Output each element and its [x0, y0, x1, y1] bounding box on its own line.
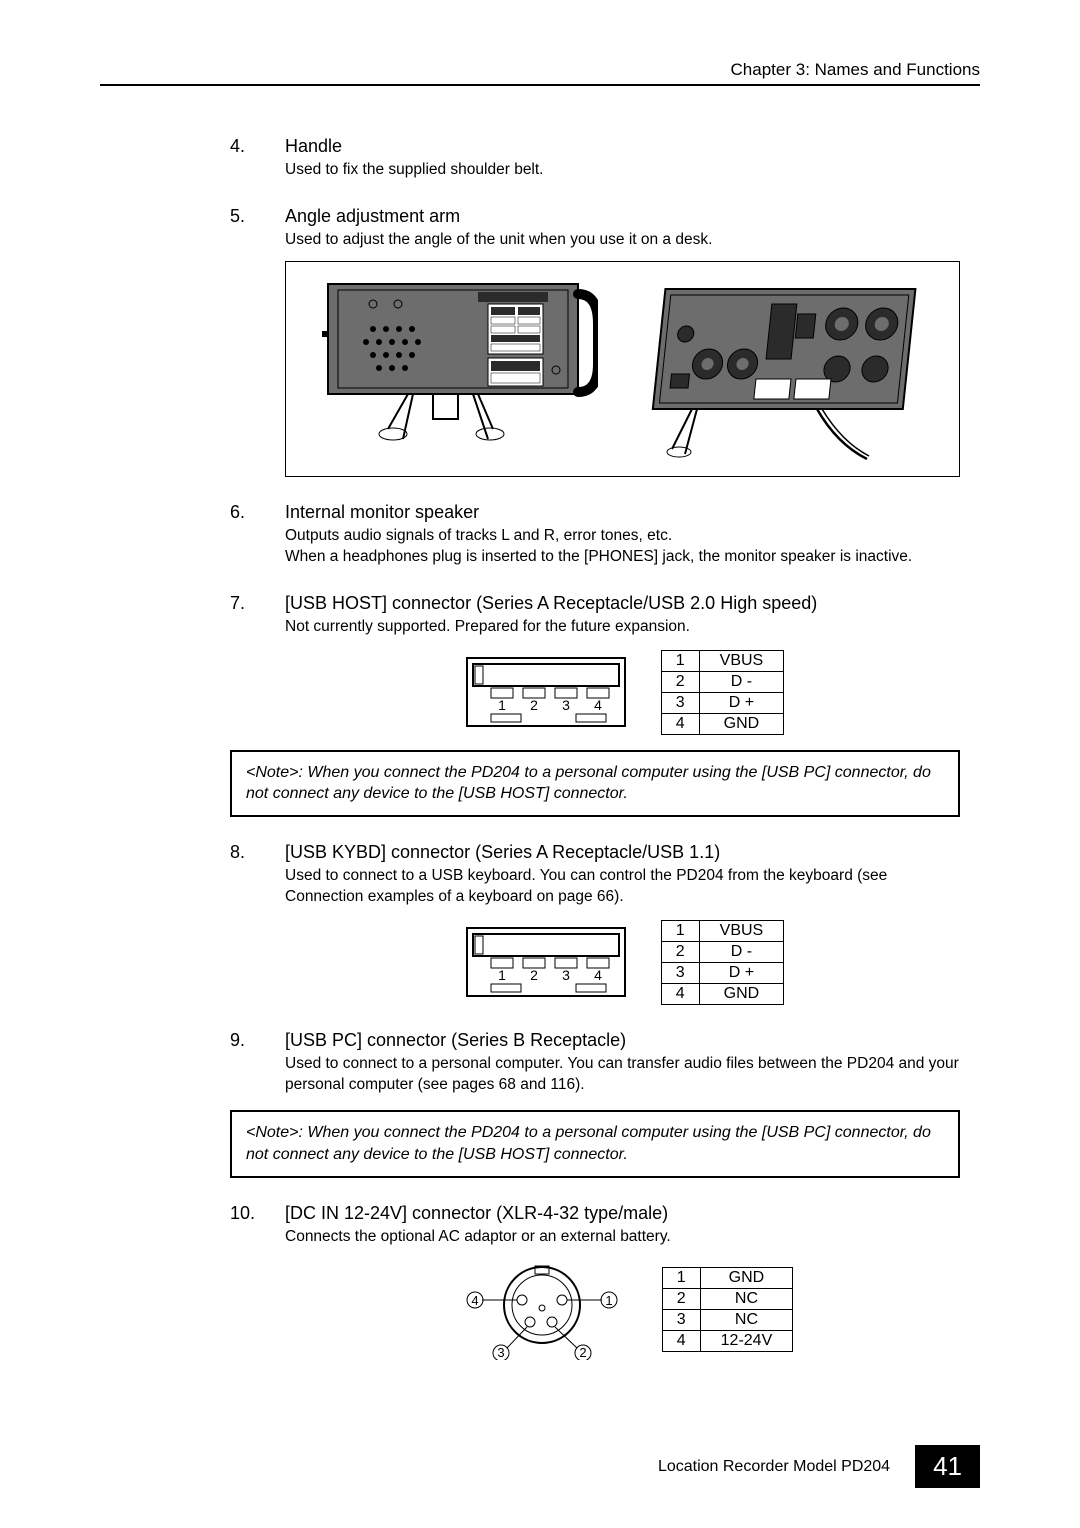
- usb-a-connector-icon: 1 2 3 4: [461, 922, 631, 1002]
- xlr-connector-icon: 1 2 3 4: [452, 1260, 632, 1360]
- table-row: 2NC: [662, 1289, 793, 1310]
- pin-label: 1: [498, 967, 506, 983]
- footer-model: Location Recorder Model PD204: [658, 1458, 890, 1476]
- table-row: 1GND: [662, 1268, 793, 1289]
- page-number: 41: [915, 1445, 980, 1488]
- table-row: 1VBUS: [661, 920, 783, 941]
- svg-text:1: 1: [605, 1293, 612, 1308]
- svg-text:3: 3: [497, 1345, 504, 1360]
- item-description: Not currently supported. Prepared for th…: [285, 617, 960, 638]
- table-row: 4GND: [661, 713, 783, 734]
- item-5: 5. Angle adjustment arm Used to adjust t…: [230, 206, 960, 477]
- chapter-title: Chapter 3: Names and Functions: [100, 60, 980, 80]
- note-text: <Note>: When you connect the PD204 to a …: [246, 1124, 931, 1163]
- item-description: Used to connect to a personal computer. …: [285, 1054, 960, 1096]
- device-right-illustration: [637, 274, 927, 464]
- svg-text:2: 2: [579, 1345, 586, 1360]
- usb-host-pinout: 1 2 3 4 1VBUS 2D - 3D + 4GND: [285, 650, 960, 735]
- usb-host-pin-table: 1VBUS 2D - 3D + 4GND: [661, 650, 784, 735]
- pin-label: 1: [498, 697, 506, 713]
- item-title: Angle adjustment arm: [285, 206, 460, 227]
- note-box: <Note>: When you connect the PD204 to a …: [230, 750, 960, 817]
- item-title: [DC IN 12-24V] connector (XLR-4-32 type/…: [285, 1203, 668, 1224]
- item-9: 9. [USB PC] connector (Series B Receptac…: [230, 1030, 960, 1178]
- pin-label: 3: [562, 967, 570, 983]
- item-title: Handle: [285, 136, 342, 157]
- page-footer: Location Recorder Model PD204 41: [100, 1445, 980, 1488]
- page-content: 4. Handle Used to fix the supplied shoul…: [230, 136, 960, 1360]
- usb-kybd-pin-table: 1VBUS 2D - 3D + 4GND: [661, 920, 784, 1005]
- item-number: 8.: [230, 842, 285, 863]
- table-row: 3D +: [661, 692, 783, 713]
- item-description: Used to fix the supplied shoulder belt.: [285, 160, 960, 181]
- table-row: 412-24V: [662, 1331, 793, 1352]
- item-description: Used to adjust the angle of the unit whe…: [285, 230, 960, 251]
- note-box: <Note>: When you connect the PD204 to a …: [230, 1110, 960, 1177]
- item-number: 5.: [230, 206, 285, 227]
- table-row: 3D +: [661, 962, 783, 983]
- item-number: 10.: [230, 1203, 285, 1224]
- item-number: 6.: [230, 502, 285, 523]
- pin-label: 2: [530, 967, 538, 983]
- item-6: 6. Internal monitor speaker Outputs audi…: [230, 502, 960, 568]
- table-row: 2D -: [661, 671, 783, 692]
- pin-label: 4: [594, 697, 602, 713]
- item-title: Internal monitor speaker: [285, 502, 479, 523]
- table-row: 2D -: [661, 941, 783, 962]
- usb-kybd-pinout: 1 2 3 4 1VBUS 2D - 3D + 4GND: [285, 920, 960, 1005]
- pin-label: 2: [530, 697, 538, 713]
- table-row: 1VBUS: [661, 650, 783, 671]
- header-rule: Chapter 3: Names and Functions: [100, 60, 980, 86]
- item-description: Used to connect to a USB keyboard. You c…: [285, 866, 960, 908]
- item-description: Connects the optional AC adaptor or an e…: [285, 1227, 960, 1248]
- item-number: 9.: [230, 1030, 285, 1051]
- table-row: 3NC: [662, 1310, 793, 1331]
- dc-in-pinout: 1 2 3 4 1GND 2NC 3NC 412-24V: [285, 1260, 960, 1360]
- item-number: 4.: [230, 136, 285, 157]
- item-description: Outputs audio signals of tracks L and R,…: [285, 526, 960, 568]
- item-number: 7.: [230, 593, 285, 614]
- item-7: 7. [USB HOST] connector (Series A Recept…: [230, 593, 960, 817]
- item-4: 4. Handle Used to fix the supplied shoul…: [230, 136, 960, 181]
- note-text: <Note>: When you connect the PD204 to a …: [246, 764, 931, 803]
- dc-in-pin-table: 1GND 2NC 3NC 412-24V: [662, 1267, 794, 1352]
- usb-a-connector-icon: 1 2 3 4: [461, 652, 631, 732]
- svg-text:4: 4: [471, 1293, 478, 1308]
- item-8: 8. [USB KYBD] connector (Series A Recept…: [230, 842, 960, 1005]
- item-title: [USB PC] connector (Series B Receptacle): [285, 1030, 626, 1051]
- device-diagram-box: [285, 261, 960, 477]
- device-left-illustration: [318, 274, 598, 464]
- item-title: [USB HOST] connector (Series A Receptacl…: [285, 593, 817, 614]
- pin-label: 3: [562, 697, 570, 713]
- item-title: [USB KYBD] connector (Series A Receptacl…: [285, 842, 720, 863]
- table-row: 4GND: [661, 983, 783, 1004]
- pin-label: 4: [594, 967, 602, 983]
- item-10: 10. [DC IN 12-24V] connector (XLR-4-32 t…: [230, 1203, 960, 1360]
